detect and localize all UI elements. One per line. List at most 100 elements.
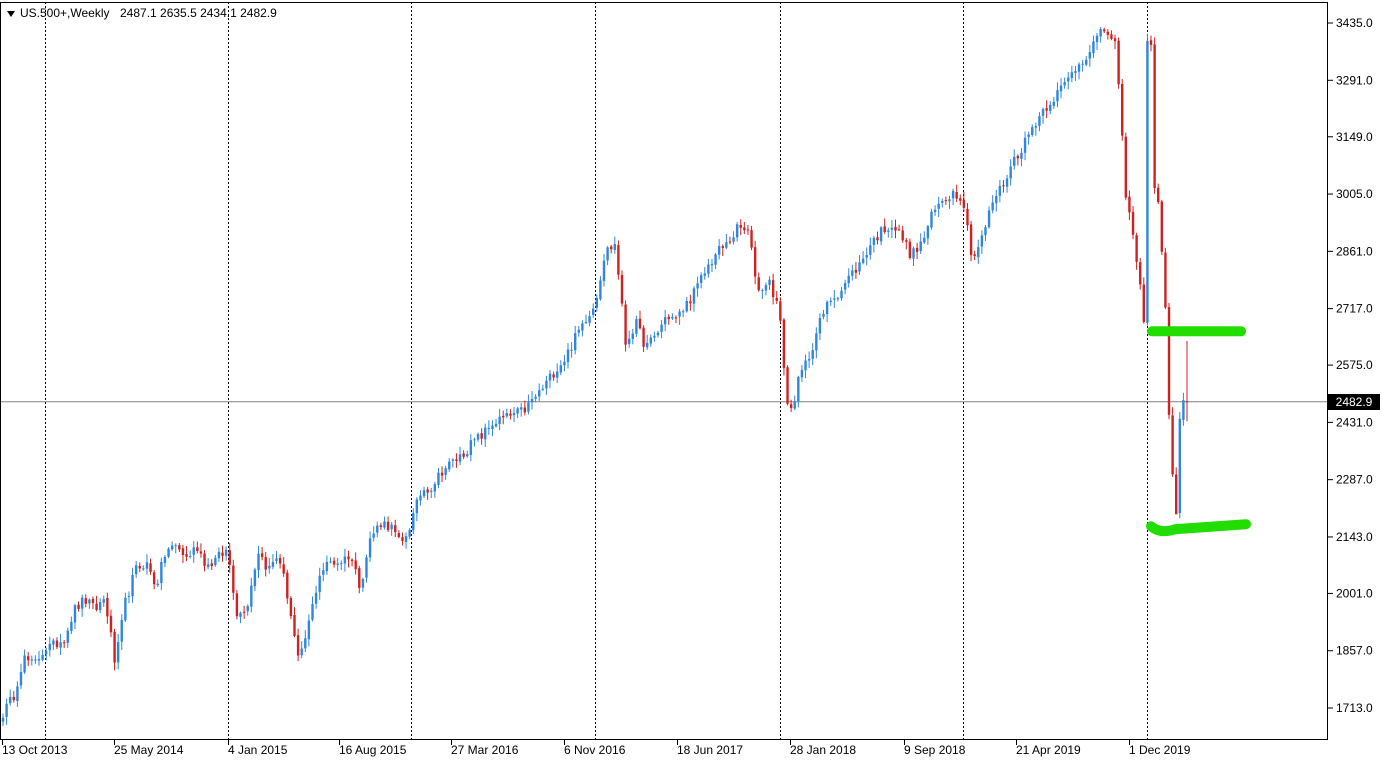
candle-body: [336, 563, 339, 565]
candle-body: [23, 655, 26, 673]
candle-body: [1059, 85, 1063, 92]
y-tick-label: 2575.0: [1336, 358, 1373, 372]
candle-body: [548, 373, 552, 381]
candle-body: [16, 686, 19, 701]
candle-body: [487, 427, 491, 429]
candle-body: [19, 671, 23, 686]
candle-body: [728, 241, 732, 243]
candle-body: [498, 416, 501, 425]
candle-body: [401, 537, 404, 541]
candle-body: [1092, 41, 1095, 54]
candle-body: [80, 597, 84, 609]
y-tick-label: 2861.0: [1336, 244, 1373, 258]
candle-body: [854, 269, 858, 273]
candle-body: [1023, 137, 1027, 153]
candle-body: [426, 489, 429, 493]
candle-body: [530, 399, 534, 403]
candle-body: [30, 659, 33, 661]
candle-body: [170, 545, 174, 550]
candle-body: [462, 453, 465, 457]
candle-body: [5, 703, 8, 717]
candle-body: [789, 404, 793, 409]
candle-body: [1016, 155, 1020, 159]
candle-body: [933, 209, 937, 212]
candle-body: [721, 246, 724, 248]
candle-body: [451, 459, 455, 461]
candle-body: [833, 298, 836, 300]
candle-body: [660, 324, 663, 332]
candle-body: [271, 561, 275, 567]
candle-body: [912, 248, 915, 259]
candle-body: [1049, 104, 1052, 111]
candle-body: [448, 461, 451, 470]
candle-body: [88, 599, 91, 604]
candle-body: [815, 333, 818, 351]
triangle-down-icon[interactable]: [7, 11, 15, 17]
candle-body: [696, 283, 699, 289]
candle-body: [365, 557, 368, 578]
candle-body: [350, 559, 354, 562]
candle-body: [782, 319, 786, 368]
candle-body: [1175, 474, 1178, 515]
candle-body: [699, 275, 703, 283]
candle-body: [268, 565, 271, 569]
candle-body: [1088, 52, 1092, 59]
x-tick-label: 1 Dec 2019: [1129, 743, 1191, 757]
candle-body: [1167, 307, 1171, 415]
candle-body: [710, 264, 714, 266]
candle-body: [257, 553, 260, 571]
candle-body: [681, 311, 685, 313]
candle-body: [872, 237, 876, 245]
candle-body: [1034, 126, 1038, 128]
candle-body: [998, 185, 1002, 196]
candle-body: [404, 536, 408, 543]
candle-body: [1070, 72, 1074, 79]
candle-body: [491, 425, 494, 429]
y-tick-label: 2143.0: [1336, 530, 1373, 544]
candle-body: [1182, 400, 1185, 420]
candle-body: [563, 361, 566, 366]
candle-body: [566, 349, 570, 363]
candle-body: [905, 240, 908, 242]
candle-body: [1081, 63, 1084, 65]
candle-body: [300, 648, 303, 656]
candle-body: [340, 563, 343, 565]
candle-body: [178, 545, 181, 550]
candle-body: [1027, 134, 1030, 138]
candle-body: [584, 322, 588, 324]
x-tick-label: 21 Apr 2019: [1016, 743, 1081, 757]
candle-body: [1149, 40, 1153, 45]
candle-body: [476, 434, 480, 440]
candle-body: [458, 454, 462, 462]
candle-body: [1041, 109, 1045, 116]
grid-layer: [0, 2, 1328, 740]
candle-body: [887, 230, 890, 232]
candle-body: [440, 472, 444, 476]
candle-body: [606, 247, 609, 261]
y-tick-label: 3291.0: [1336, 73, 1373, 87]
candle-body: [602, 260, 606, 281]
candle-body: [160, 561, 163, 584]
candle-body: [800, 370, 804, 378]
candle-body: [671, 316, 674, 319]
candle-body: [124, 597, 127, 621]
candle-body: [678, 311, 681, 317]
x-tick-label: 25 May 2014: [114, 743, 184, 757]
candle-body: [156, 583, 159, 586]
candle-body: [743, 227, 746, 231]
candle-body: [692, 288, 696, 304]
candle-body: [523, 407, 527, 413]
candle-body: [307, 620, 311, 640]
candle-body: [509, 413, 512, 416]
candle-body: [246, 606, 249, 612]
candle-body: [484, 427, 487, 440]
candle-body: [638, 318, 642, 329]
candle-body: [228, 550, 231, 565]
candle-body: [1113, 38, 1117, 42]
candle-body: [394, 525, 397, 533]
candle-body: [232, 565, 235, 593]
candle-body: [847, 275, 850, 284]
